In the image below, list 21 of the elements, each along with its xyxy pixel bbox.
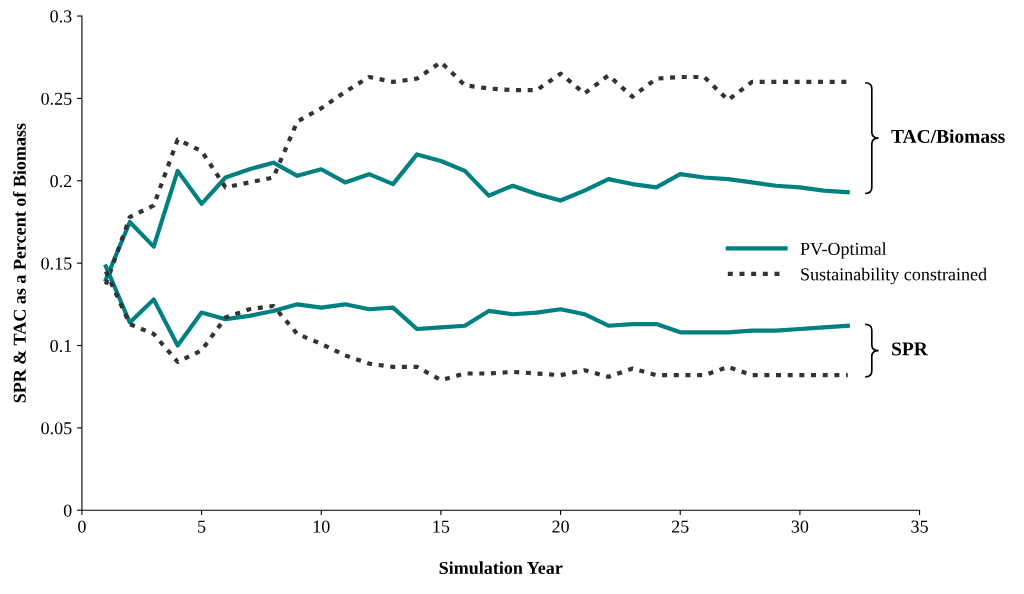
x-tick-label: 20	[552, 520, 569, 533]
x-tick-label: 15	[433, 520, 450, 533]
y-tick-label: 0	[63, 504, 72, 517]
y-tick-label: 0.3	[50, 10, 72, 23]
y-tick-label: 0.25	[41, 92, 72, 105]
x-tick-label: 35	[911, 520, 928, 533]
x-tick-label: 30	[791, 520, 809, 533]
annotation: SPR	[892, 342, 928, 356]
x-axis-title: Simulation Year	[439, 561, 563, 575]
x-tick-label: 5	[198, 520, 206, 533]
y-axis-title: SPR & TAC as a Percent of Biomass	[12, 123, 26, 403]
legend-label: Sustainability constrained	[801, 267, 987, 285]
x-tick-label: 10	[313, 520, 330, 533]
annotation: TAC/Biomass	[891, 129, 1005, 143]
y-tick-label: 0.2	[50, 175, 72, 188]
x-tick-label: 0	[78, 520, 86, 533]
y-tick-label: 0.15	[41, 257, 72, 270]
y-tick-label: 0.05	[41, 422, 72, 435]
y-tick-label: 0.1	[50, 339, 72, 353]
legend-label: PV-Optimal	[800, 242, 887, 259]
x-tick-label: 25	[671, 520, 689, 533]
